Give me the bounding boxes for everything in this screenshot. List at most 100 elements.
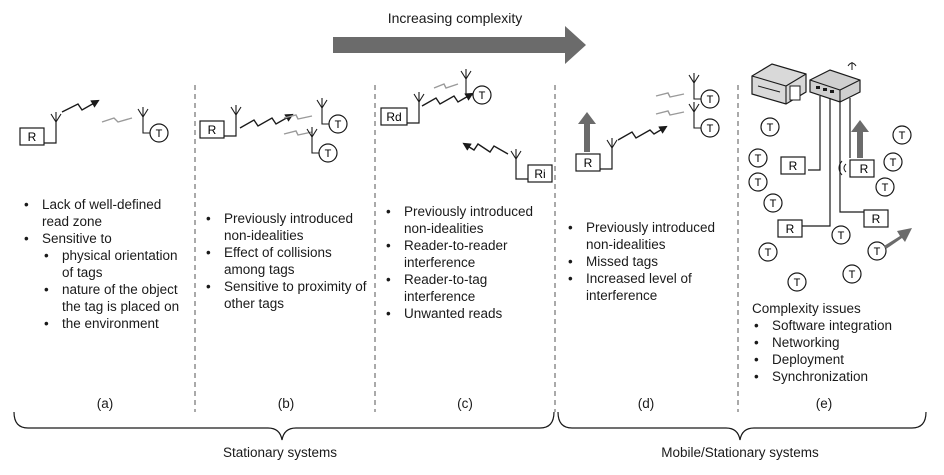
arrow-right-icon xyxy=(333,26,586,64)
computer-icon xyxy=(751,63,807,105)
svg-text:T: T xyxy=(156,128,163,140)
svg-text:R: R xyxy=(208,123,217,137)
tag-icon: T xyxy=(867,241,887,261)
panel-label-b: (b) xyxy=(277,396,295,411)
tag-icon: T xyxy=(460,69,492,105)
tag-icon: T xyxy=(831,225,851,245)
panel-a-text: Lack of well-defined read zone Sensitive… xyxy=(22,196,192,332)
list-item: Unwanted reads xyxy=(384,305,554,322)
panel-d-text: Previously introduced non-idealities Mis… xyxy=(566,219,736,304)
signal-zigzag-icon xyxy=(421,92,474,107)
svg-text:T: T xyxy=(707,94,714,106)
list-item: Previously introduced non-idealities xyxy=(566,219,736,253)
reader-icon: R xyxy=(777,219,803,238)
group-label-mobile: Mobile/Stationary systems xyxy=(661,445,819,460)
list-item: Missed tags xyxy=(566,253,736,270)
list-item: Networking xyxy=(752,334,892,351)
panel-label-d: (d) xyxy=(637,396,655,411)
svg-text:T: T xyxy=(770,198,777,210)
signal-zigzag-icon xyxy=(462,142,509,155)
svg-text:R: R xyxy=(872,212,881,226)
svg-text:T: T xyxy=(899,130,906,142)
list-item: nature of the object the tag is placed o… xyxy=(42,281,192,315)
list-item: the environment xyxy=(42,315,192,332)
panel-e-illustration: R R R R T T T T T T T T T T T T xyxy=(748,62,912,292)
list-item: physical orientation of tags xyxy=(42,247,192,281)
panel-label-c: (c) xyxy=(457,396,473,411)
svg-text:R: R xyxy=(860,162,869,176)
brace-mobile xyxy=(557,411,927,441)
reader-icon: R xyxy=(19,112,62,146)
list-item: Previously introduced non-idealities xyxy=(384,203,554,237)
list-item: Synchronization xyxy=(752,368,892,385)
tag-icon: T xyxy=(748,148,768,168)
svg-text:T: T xyxy=(767,122,774,134)
list-item: Reader-to-reader interference xyxy=(384,237,554,271)
panel-c-illustration: Rd T Ri xyxy=(380,69,553,183)
panel-a-illustration: R T xyxy=(19,99,169,146)
tag-icon: T xyxy=(763,193,783,213)
brace-stationary xyxy=(13,411,555,441)
signal-zigzag-icon xyxy=(617,125,668,141)
svg-text:Ri: Ri xyxy=(534,167,545,181)
reader-icon: Rd xyxy=(380,92,425,126)
network-switch-icon xyxy=(809,62,861,103)
movement-arrow-icon xyxy=(884,228,912,249)
list-item: Sensitive to physical orientation of tag… xyxy=(22,230,192,332)
svg-text:R: R xyxy=(786,222,795,236)
svg-text:R: R xyxy=(28,130,37,144)
svg-text:R: R xyxy=(789,159,798,173)
svg-text:T: T xyxy=(838,230,845,242)
tag-icon: T xyxy=(316,98,348,134)
list-item: Reader-to-tag interference xyxy=(384,271,554,305)
panel-label-e: (e) xyxy=(815,396,833,411)
tag-icon: T xyxy=(306,127,338,163)
antenna-icon xyxy=(847,62,857,70)
svg-text:T: T xyxy=(325,148,332,160)
svg-text:T: T xyxy=(755,153,762,165)
svg-text:Rd: Rd xyxy=(386,110,401,124)
panel-d-illustration: R T T xyxy=(575,73,720,172)
panel-label-a: (a) xyxy=(96,396,114,411)
panel-e-text: Complexity issues Software integration N… xyxy=(752,300,892,385)
reader-icon: R xyxy=(199,105,242,139)
reader-icon: R xyxy=(575,138,618,172)
panel-c-text: Previously introduced non-idealities Rea… xyxy=(384,203,554,322)
reader-icon: Ri xyxy=(510,149,553,183)
svg-text:T: T xyxy=(707,123,714,135)
svg-text:T: T xyxy=(335,119,342,131)
panel-b-illustration: R T T xyxy=(199,98,348,163)
complexity-heading: Complexity issues xyxy=(752,301,861,316)
group-label-stationary: Stationary systems xyxy=(222,445,338,460)
list-item: Software integration xyxy=(752,317,892,334)
svg-text:T: T xyxy=(882,182,889,194)
panel-b-text: Previously introduced non-idealities Eff… xyxy=(204,210,374,312)
movement-arrow-icon xyxy=(851,120,869,158)
list-item: Sensitive to proximity of other tags xyxy=(204,278,374,312)
tag-icon: T xyxy=(760,117,780,137)
tag-icon: T xyxy=(842,264,862,284)
header-title: Increasing complexity xyxy=(388,10,523,26)
svg-text:T: T xyxy=(755,177,762,189)
tag-icon: T xyxy=(875,177,895,197)
list-item: Lack of well-defined read zone xyxy=(22,196,192,230)
movement-arrow-icon xyxy=(578,112,596,152)
list-item: Previously introduced non-idealities xyxy=(204,210,374,244)
list-item: Deployment xyxy=(752,351,892,368)
tag-icon: T xyxy=(748,172,768,192)
tag-icon: T xyxy=(758,242,778,262)
tag-icon: T xyxy=(883,152,903,172)
svg-text:T: T xyxy=(479,90,486,102)
list-item: Effect of collisions among tags xyxy=(204,244,374,278)
antenna-icon xyxy=(838,160,847,176)
signal-zigzag-icon xyxy=(239,113,294,129)
signal-zigzag-icon xyxy=(61,99,100,113)
reader-icon: R xyxy=(838,159,875,178)
tag-icon: T xyxy=(892,125,912,145)
tag-icon: T xyxy=(688,73,720,109)
svg-text:R: R xyxy=(584,156,593,170)
svg-text:T: T xyxy=(890,157,897,169)
tag-icon: T xyxy=(688,102,720,138)
reader-icon: R xyxy=(780,156,806,175)
